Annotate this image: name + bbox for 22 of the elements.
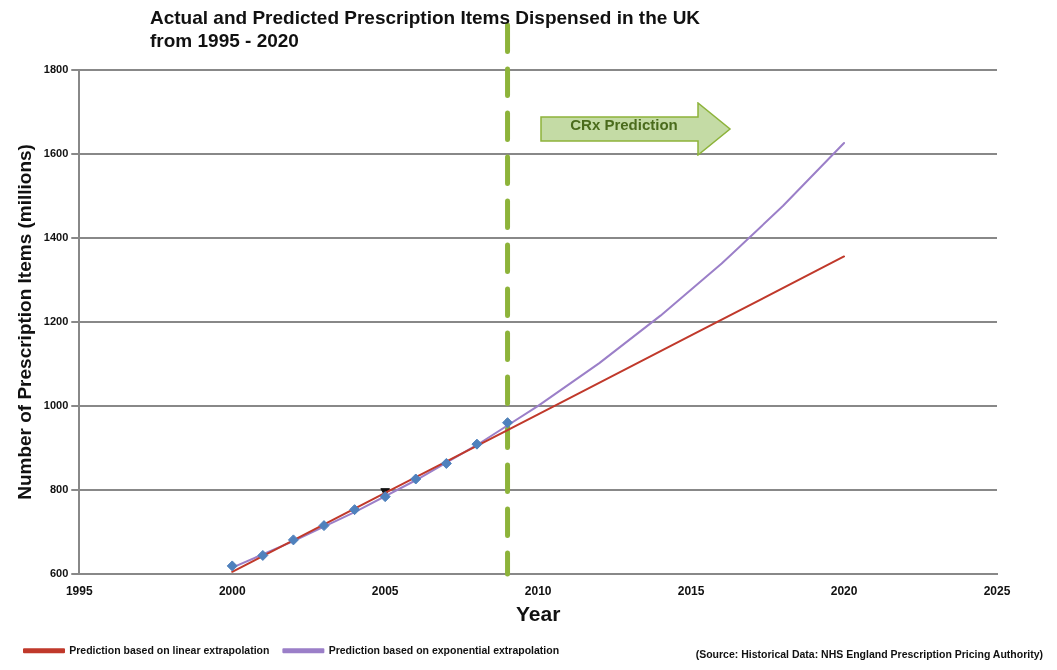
y-tick-label: 1400 (43, 231, 69, 243)
arrow-icon: CRx Prediction (540, 102, 732, 156)
x-axis-title: Year (515, 601, 561, 625)
annotation: CRx Prediction (569, 116, 679, 133)
x-tick-label: 2025 (983, 584, 1011, 599)
x-tick-label: 2015 (677, 584, 705, 599)
y-tick-label: 1600 (43, 147, 69, 160)
x-tick-label: 2010 (524, 584, 552, 599)
x-tick-label: 1995 (65, 584, 93, 599)
legend-label: Prediction based on linear extrapolation (69, 643, 270, 656)
x-tick-label: 2020 (830, 584, 858, 599)
text: (Source: Historical Data: NHS England Prescription Pricing Authority) (695, 648, 1043, 660)
y-tick-label: 1000 (43, 398, 69, 411)
y-axis-title: Number of Prescription Items (millions) (13, 144, 35, 500)
legend-label: Prediction based on exponential extrapolation (328, 643, 560, 656)
chart-title: Actual and Predicted Prescription Items Dispensed in the UK from 1995 - 2020 (150, 6, 702, 52)
y-tick-label: 1800 (43, 63, 69, 76)
x-tick-label: 2000 (218, 584, 246, 599)
y-tick-label: 1200 (43, 314, 69, 327)
x-tick-label: 2005 (371, 584, 399, 599)
y-tick-label: 600 (49, 566, 69, 579)
y-tick-label: 800 (49, 482, 69, 495)
